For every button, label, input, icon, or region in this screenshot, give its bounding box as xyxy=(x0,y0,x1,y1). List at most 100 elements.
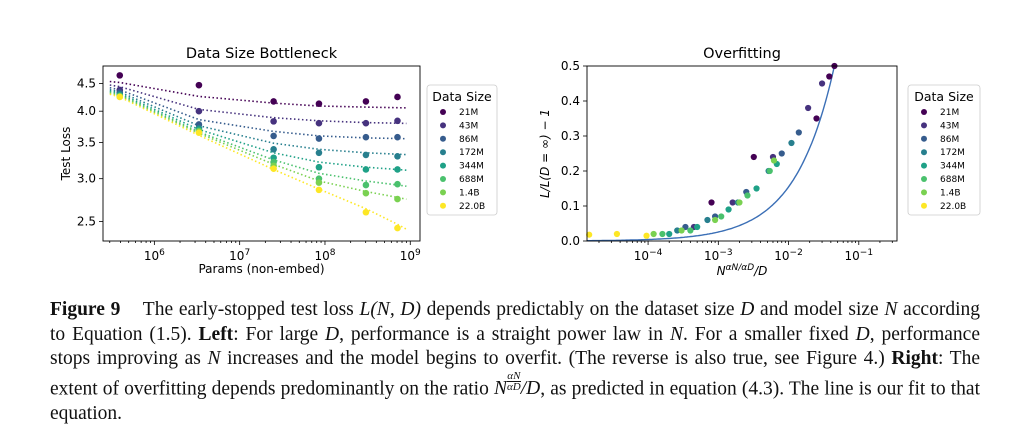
right-point-344M xyxy=(753,185,760,192)
caption-text-7: . For a smaller fixed xyxy=(682,323,856,345)
left-legend-label-86M: 86M xyxy=(459,135,478,145)
caption-text-2: depends predictably on the dataset size xyxy=(420,299,741,320)
right-point-688M xyxy=(718,213,725,220)
left-x-tick-label: 109 xyxy=(400,248,421,263)
left-legend-marker-1.4B xyxy=(440,189,446,196)
left-legend-title: Data Size xyxy=(432,89,492,104)
right-legend: Data Size 21M 43M 86M 172M 344M 688M 1.4B 22.0B xyxy=(907,84,981,216)
left-point-688M xyxy=(394,180,401,188)
left-fit-line-21M xyxy=(109,80,407,109)
right-legend-marker-172M xyxy=(921,149,927,156)
right-y-tick-label: 0.0 xyxy=(561,234,580,248)
right-plot-frame xyxy=(586,65,898,242)
right-point-344M xyxy=(694,223,701,231)
right-point-1.4B xyxy=(736,199,743,206)
left-point-1.4B xyxy=(362,189,370,197)
left-fit-line-344M xyxy=(109,90,407,171)
left-fit-line-22.0B xyxy=(109,93,407,230)
left-legend-marker-172M xyxy=(440,149,446,156)
right-point-344M xyxy=(725,206,732,213)
caption-math-n1: N xyxy=(884,299,898,320)
left-x-tick-label: 107 xyxy=(229,248,250,263)
left-legend-marker-86M xyxy=(440,135,446,142)
right-point-172M xyxy=(788,139,795,147)
left-point-172M xyxy=(394,153,401,160)
right-x-tick-label: 10−1 xyxy=(845,248,874,263)
left-y-tick-label: 3.0 xyxy=(77,172,96,186)
caption-math-d1: D xyxy=(740,299,755,320)
left-point-86M xyxy=(394,133,401,141)
left-point-1.4B xyxy=(394,195,401,203)
right-point-21M xyxy=(750,153,757,161)
right-y-tick-label: 0.3 xyxy=(561,129,580,143)
left-plot-frame xyxy=(102,65,421,242)
right-point-22.0B xyxy=(643,232,650,239)
right-y-tick-label: 0.2 xyxy=(561,164,580,178)
left-y-tick-label: 4.5 xyxy=(77,77,96,91)
right-point-21M xyxy=(813,115,820,122)
left-point-21M xyxy=(362,98,370,105)
left-legend-label-688M: 688M xyxy=(459,175,484,185)
caption-math-loss: L(N, D) xyxy=(359,299,421,320)
left-legend-label-43M: 43M xyxy=(459,121,478,131)
left-point-344M xyxy=(394,166,401,173)
left-chart: 2.5 3.0 3.5 4.0 4.5 106 107 108 109 Data Size Bo… xyxy=(59,46,498,276)
right-point-43M xyxy=(729,199,736,206)
right-x-tick-label: 10−4 xyxy=(634,248,663,263)
left-plot-area: 2.5 3.0 3.5 4.0 4.5 106 107 108 109 xyxy=(77,65,421,263)
right-point-1.4B xyxy=(770,157,778,164)
left-legend-box xyxy=(426,84,498,216)
right-point-344M xyxy=(666,230,673,238)
right-point-1.4B xyxy=(650,230,657,238)
left-point-172M xyxy=(270,146,277,153)
right-legend-marker-688M xyxy=(921,176,927,182)
left-point-344M xyxy=(315,163,323,171)
caption-math-ratio-den: αD xyxy=(507,381,521,394)
left-legend-label-1.4B: 1.4B xyxy=(459,188,480,198)
left-legend-marker-22.0B xyxy=(440,202,446,209)
right-legend-label-1.4B: 1.4B xyxy=(940,188,961,198)
left-point-22.0B xyxy=(116,93,124,101)
right-legend-label-22.0B: 22.0B xyxy=(940,202,966,212)
left-x-axis-label: Params (non-embed) xyxy=(198,262,324,276)
right-point-1.4B xyxy=(678,227,685,234)
right-legend-marker-43M xyxy=(921,122,927,129)
left-x-tick-label: 108 xyxy=(314,248,335,263)
left-point-43M xyxy=(394,117,401,125)
left-point-21M xyxy=(270,98,277,105)
right-point-43M xyxy=(805,104,812,112)
right-legend-marker-86M xyxy=(921,135,927,142)
left-fit-line-86M xyxy=(109,86,407,140)
left-y-tick-label: 2.5 xyxy=(77,214,96,228)
left-fit-line-172M xyxy=(109,88,407,156)
left-point-43M xyxy=(362,119,370,127)
left-legend-marker-43M xyxy=(440,122,446,129)
left-legend-marker-21M xyxy=(440,109,446,115)
right-legend-marker-22.0B xyxy=(921,202,927,209)
right-legend-marker-21M xyxy=(921,109,927,115)
left-point-22.0B xyxy=(195,129,203,136)
caption-math-ratio-base: N xyxy=(493,378,507,399)
right-legend-box xyxy=(907,84,981,216)
left-legend-marker-344M xyxy=(440,162,446,169)
left-chart-title: Data Size Bottleneck xyxy=(186,46,338,62)
left-fit-line-1.4B xyxy=(109,92,407,200)
left-point-86M xyxy=(315,135,323,142)
caption-math-d2: D xyxy=(325,323,340,345)
left-point-172M xyxy=(362,151,370,159)
right-x-tick-label: 10−3 xyxy=(704,248,733,263)
left-point-43M xyxy=(270,118,277,125)
left-legend-label-344M: 344M xyxy=(459,162,484,172)
right-legend-label-688M: 688M xyxy=(940,175,965,185)
right-point-21M xyxy=(826,73,833,80)
left-point-172M xyxy=(315,149,323,157)
caption-text-6: , performance is a straight power law in xyxy=(339,323,670,345)
right-legend-label-172M: 172M xyxy=(940,148,965,158)
caption-text-9: increases and the model begins to overfi… xyxy=(220,348,892,369)
right-legend-label-43M: 43M xyxy=(940,121,959,131)
left-point-22.0B xyxy=(394,224,401,232)
caption-text-1: The early-stopped test loss xyxy=(142,299,360,320)
right-x-tick-label: 10−2 xyxy=(774,248,803,263)
right-legend-marker-344M xyxy=(921,162,927,169)
